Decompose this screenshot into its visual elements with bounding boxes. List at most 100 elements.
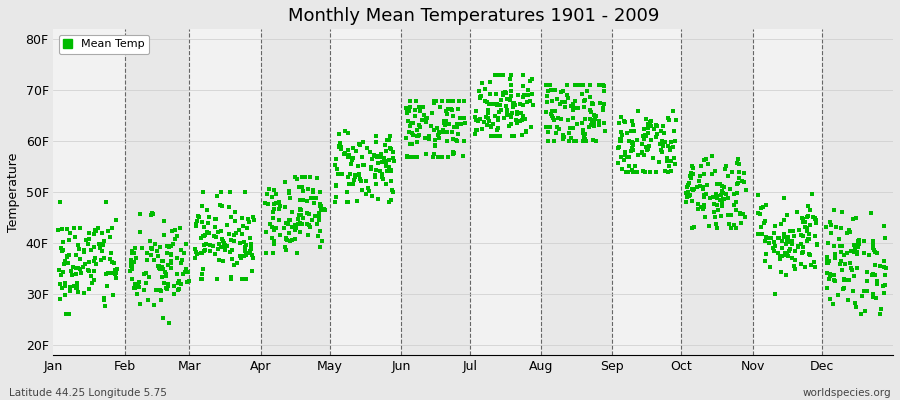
Point <box>210 276 224 282</box>
Point <box>496 90 510 97</box>
Point <box>194 250 209 256</box>
Point <box>153 286 167 293</box>
Point <box>195 233 210 240</box>
Point <box>282 188 296 194</box>
Point <box>586 117 600 124</box>
Point <box>848 300 862 306</box>
Point <box>160 262 175 268</box>
Point <box>767 248 781 254</box>
Point <box>433 104 447 110</box>
Point <box>657 130 671 136</box>
Point <box>265 234 279 241</box>
Point <box>454 115 468 121</box>
Point <box>540 93 554 100</box>
Point <box>386 189 400 196</box>
Point <box>626 139 641 146</box>
Point <box>775 245 789 251</box>
Point <box>273 232 287 238</box>
Point <box>405 141 419 147</box>
Point <box>858 308 872 314</box>
Point <box>68 283 82 289</box>
Point <box>179 266 194 272</box>
Point <box>242 248 256 254</box>
Point <box>195 189 210 196</box>
Point <box>267 187 282 193</box>
Point <box>489 91 503 97</box>
Point <box>130 291 144 298</box>
Point <box>191 212 205 219</box>
Point <box>780 234 795 240</box>
Point <box>174 246 188 253</box>
Point <box>860 288 874 294</box>
Point <box>543 82 557 88</box>
Point <box>715 189 729 195</box>
Point <box>698 171 712 177</box>
Point <box>496 72 510 78</box>
Point <box>72 246 86 252</box>
Point <box>285 209 300 215</box>
Point <box>198 247 212 253</box>
Point <box>546 138 561 144</box>
Point <box>630 169 644 175</box>
Point <box>801 203 815 209</box>
Point <box>368 167 382 173</box>
Point <box>276 225 291 232</box>
Point <box>279 235 293 241</box>
Point <box>641 130 655 136</box>
Point <box>637 151 652 158</box>
Point <box>107 260 122 266</box>
Point <box>803 207 817 213</box>
Point <box>702 223 716 229</box>
Point <box>546 117 561 124</box>
Point <box>752 210 767 217</box>
Point <box>729 225 743 231</box>
Point <box>877 290 891 296</box>
Point <box>278 204 293 210</box>
Point <box>495 72 509 78</box>
Point <box>649 122 663 129</box>
Point <box>155 273 169 280</box>
Point <box>685 162 699 169</box>
Point <box>860 268 874 275</box>
Point <box>147 302 161 309</box>
Point <box>345 156 359 162</box>
Point <box>172 278 186 284</box>
Point <box>96 295 111 302</box>
Point <box>158 269 172 275</box>
Point <box>178 269 193 276</box>
Point <box>611 144 625 150</box>
Point <box>151 265 166 271</box>
Point <box>589 112 603 119</box>
Point <box>105 225 120 232</box>
Point <box>328 162 343 168</box>
Point <box>403 141 418 147</box>
Point <box>387 158 401 164</box>
Point <box>312 213 327 220</box>
Point <box>784 238 798 244</box>
Point <box>199 229 213 236</box>
Point <box>699 191 714 198</box>
Bar <box>125 29 189 355</box>
Point <box>680 189 694 196</box>
Point <box>649 133 663 140</box>
Point <box>700 161 715 167</box>
Point <box>733 211 747 218</box>
Point <box>414 117 428 123</box>
Point <box>736 179 751 185</box>
Point <box>401 129 416 136</box>
Point <box>417 112 431 119</box>
Point <box>109 217 123 223</box>
Point <box>759 202 773 209</box>
Point <box>686 187 700 194</box>
Point <box>790 243 805 249</box>
Point <box>194 250 209 256</box>
Point <box>561 117 575 123</box>
Point <box>238 276 253 282</box>
Point <box>354 178 368 184</box>
Point <box>426 153 440 160</box>
Point <box>301 210 315 216</box>
Point <box>450 138 464 144</box>
Point <box>482 91 497 97</box>
Point <box>681 189 696 195</box>
Point <box>568 105 582 111</box>
